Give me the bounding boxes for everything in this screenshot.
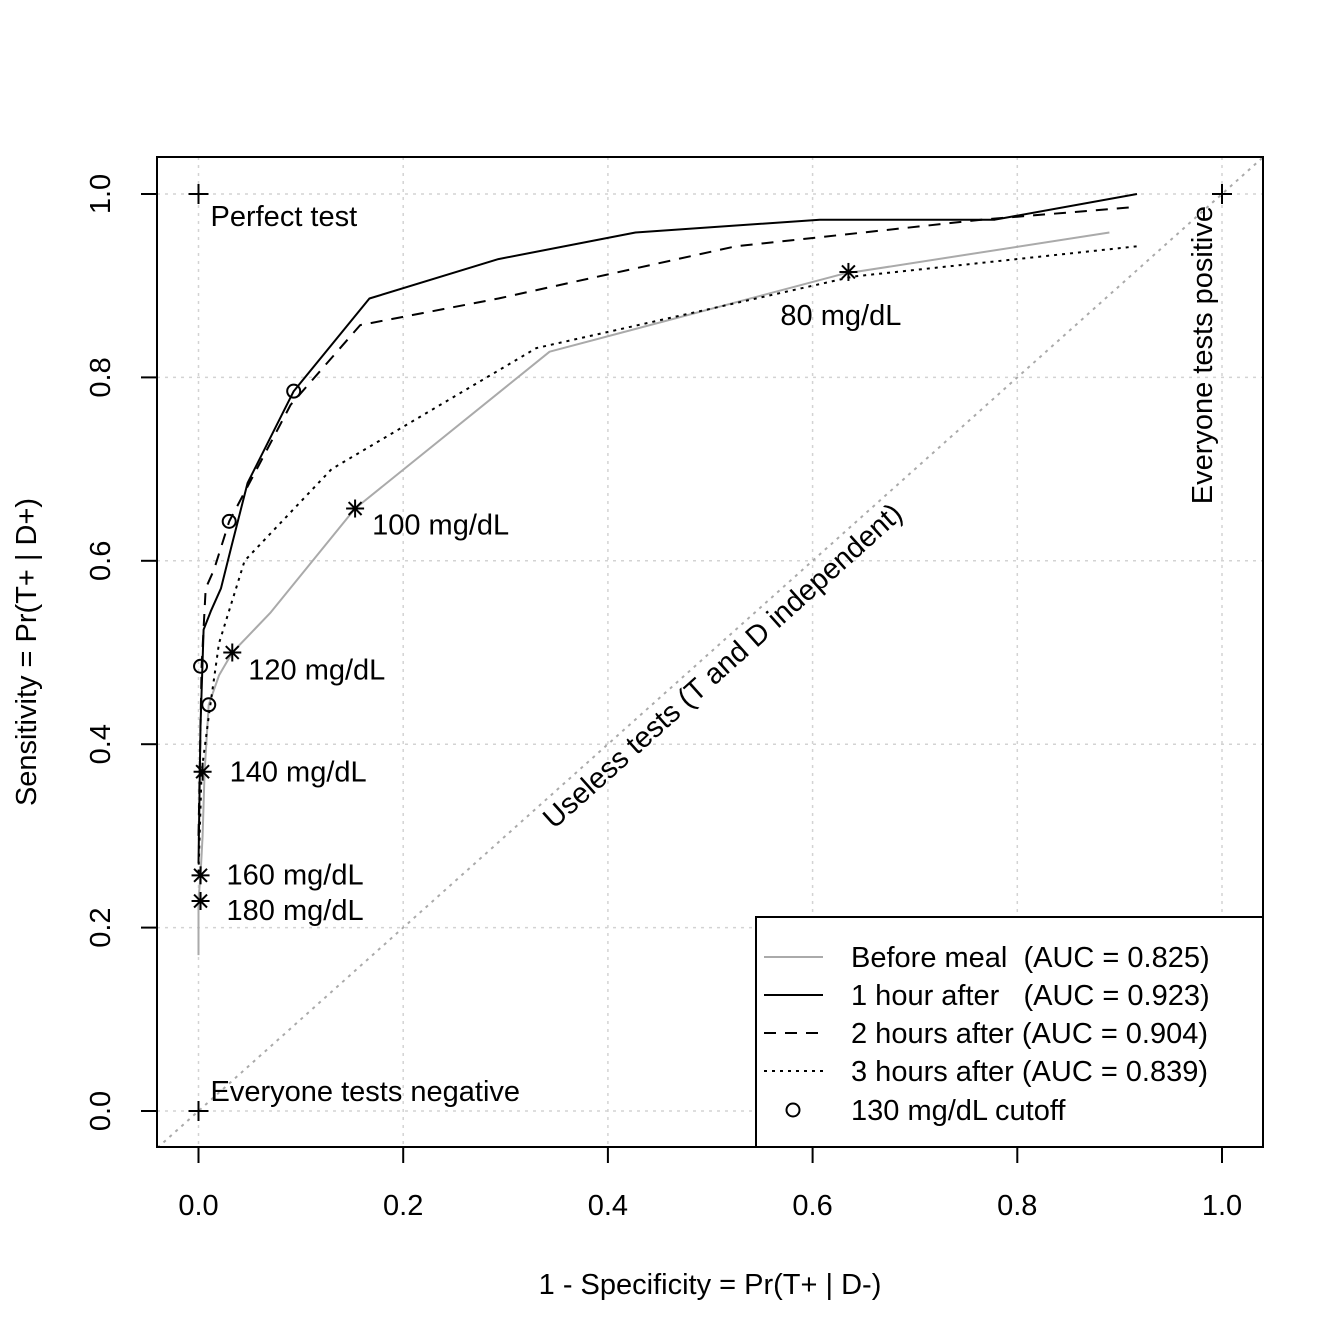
cutoff-star-0-stroke-3 (841, 264, 856, 280)
x-tick-label-3: 0.6 (792, 1190, 832, 1222)
y-tick-label-0: 0.0 (85, 1091, 117, 1131)
cutoff-star-label-3: 140 mg/dL (230, 757, 367, 789)
cutoff-star-1-stroke-3 (347, 501, 363, 516)
legend-label-3: 3 hours after (AUC = 0.839) (851, 1056, 1208, 1088)
series-line-3 (197, 245, 1138, 873)
cutoff-star-label-0: 80 mg/dL (780, 300, 901, 332)
cutoff-star-0 (839, 262, 858, 281)
cutoff-circle-1 (286, 383, 302, 399)
legend-label-2: 2 hours after (AUC = 0.904) (851, 1018, 1208, 1050)
cutoff-star-1 (346, 499, 365, 518)
reference-label-0: Perfect test (211, 201, 358, 233)
y-axis-title: Sensitivity = Pr(T+ | D+) (11, 498, 43, 806)
cutoff-star-3 (193, 762, 212, 781)
x-tick-label-2: 0.4 (588, 1190, 628, 1222)
legend-label-1: 1 hour after (AUC = 0.923) (851, 980, 1210, 1012)
cutoff-star-4-stroke-3 (193, 868, 208, 883)
cutoff-star-label-1: 100 mg/dL (372, 510, 509, 542)
plot-data-layer (157, 157, 1263, 1147)
y-tick-label-3: 0.6 (85, 541, 117, 581)
legend-label-0: Before meal (AUC = 0.825) (851, 942, 1210, 974)
reference-plus-1 (188, 1101, 209, 1121)
cutoff-star-label-4: 160 mg/dL (227, 859, 364, 891)
cutoff-star-4 (191, 866, 210, 885)
reference-plus-2 (1212, 184, 1232, 204)
axes: 0.0 0.2 0.4 0.6 0.8 1.0 0.0 0.2 0.4 0.6 0.8 1.0 (85, 174, 1242, 1222)
legend-label-cutoff: 130 mg/dL cutoff (851, 1095, 1066, 1127)
reference-plus-0 (188, 184, 209, 204)
series-line-1 (197, 193, 1138, 864)
x-tick-label-1: 0.2 (383, 1190, 423, 1222)
legend: Before meal (AUC = 0.825) 1 hour after (A… (755, 916, 1264, 1148)
x-tick-label-0: 0.0 (178, 1190, 218, 1222)
cutoff-star-label-5: 180 mg/dL (227, 895, 364, 927)
y-tick-label-5: 1.0 (85, 174, 117, 214)
cutoff-star-2-stroke-3 (225, 645, 240, 660)
x-tick-label-5: 1.0 (1202, 1190, 1242, 1222)
cutoff-circle-3 (193, 658, 209, 674)
cutoff-star-label-2: 120 mg/dL (248, 655, 385, 687)
cutoff-star-5-stroke-3 (193, 893, 208, 909)
x-axis-title: 1 - Specificity = Pr(T+ | D-) (539, 1269, 882, 1301)
y-tick-label-4: 0.8 (85, 357, 117, 397)
cutoff-circle-0 (201, 697, 217, 713)
cutoff-star-5 (191, 892, 210, 911)
series-line-2 (197, 205, 1138, 836)
cutoff-circle-2 (221, 513, 237, 529)
legend-box (755, 916, 1264, 1148)
legend-swatch-cutoff (785, 1102, 801, 1118)
cutoff-star-3-stroke-3 (195, 764, 210, 779)
y-tick-label-2: 0.4 (85, 724, 117, 764)
cutoff-star-2 (223, 643, 242, 662)
reference-label-2: Everyone tests positive (1187, 206, 1219, 504)
y-tick-label-1: 0.2 (85, 907, 117, 947)
x-tick-label-4: 0.8 (997, 1190, 1037, 1222)
reference-label-1: Everyone tests negative (211, 1076, 521, 1108)
